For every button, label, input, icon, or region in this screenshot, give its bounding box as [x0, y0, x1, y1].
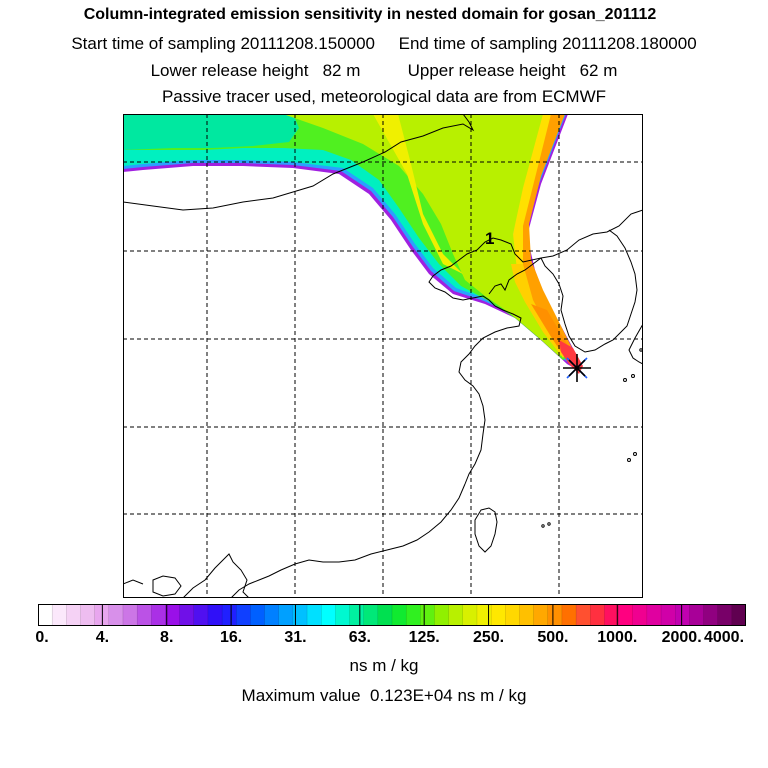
southern-land-edge — [182, 553, 250, 598]
south-china-coast — [230, 483, 466, 598]
colorbar-tick-label: 2000. — [661, 629, 702, 646]
colorbar-tick-label: 31. — [284, 629, 307, 646]
maximum-value-line: Maximum value 0.123E+04 ns m / kg — [241, 686, 527, 705]
colorbar-cell — [675, 604, 690, 626]
colorbar-cell — [335, 604, 351, 626]
plot-title: Column-integrated emission sensitivity i… — [83, 6, 657, 23]
tracer-info-line: Passive tracer used, meteorological data… — [161, 87, 607, 106]
colorbar-cell — [476, 604, 492, 626]
colorbar-cell — [632, 604, 648, 626]
sampling-time-line: Start time of sampling 20111208.150000 E… — [71, 34, 697, 53]
colorbar-major-dividers — [101, 604, 683, 626]
colorbar-cell — [278, 604, 294, 626]
colorbar-cell — [122, 604, 138, 626]
coastlines — [123, 114, 643, 598]
colorbar-cell — [490, 604, 506, 626]
colorbar-cell — [179, 604, 195, 626]
colorbar-cell — [505, 604, 521, 626]
colorbar-cell — [236, 604, 252, 626]
colorbar-tick-label: 1000. — [597, 629, 638, 646]
plume-teal-area — [123, 114, 299, 150]
colorbar-cell — [391, 604, 407, 626]
sensitivity-map: 1 — [123, 114, 643, 598]
colorbar-tick-label: 0. — [35, 629, 49, 646]
receptor-marker — [563, 354, 591, 382]
colorbar-cell — [363, 604, 379, 626]
colorbar-units: ns m / kg — [349, 656, 419, 675]
colorbar-cell — [618, 604, 634, 626]
colorbar-cell — [264, 604, 280, 626]
taiwan-island — [474, 507, 498, 553]
colorbar-cell — [80, 604, 96, 626]
colorbar-cell — [519, 604, 535, 626]
colorbar-tick-label: 8. — [160, 629, 174, 646]
colorbar-tick-label: 4. — [95, 629, 110, 646]
colorbar-tick-label: 4000. — [703, 629, 745, 646]
colorbar-cell — [193, 604, 209, 626]
korean-peninsula-coast — [540, 229, 638, 353]
colorbar-cell — [575, 604, 591, 626]
colorbar-cell — [717, 604, 733, 626]
colorbar-cell — [405, 604, 421, 626]
colorbar-cell — [207, 604, 223, 626]
map-frame — [123, 114, 643, 598]
plume-yellowgreen-core — [283, 114, 567, 356]
china-korea-border — [540, 209, 643, 259]
colorbar-cell — [646, 604, 662, 626]
grid-lines — [123, 114, 643, 598]
colorbar-cell — [136, 604, 152, 626]
colorbar — [38, 604, 746, 626]
plume-yellow-band — [373, 114, 463, 274]
plume-orange-core — [523, 114, 575, 360]
colorbar-cell — [420, 604, 436, 626]
colorbar-cell — [547, 604, 563, 626]
colorbar-cell — [108, 604, 124, 626]
trajectory-point-label: 1 — [485, 229, 494, 248]
colorbar-cells — [38, 604, 746, 626]
island-1 — [623, 378, 627, 382]
shandong-coast — [458, 305, 522, 485]
colorbar-cell — [448, 604, 464, 626]
hainan-coast — [152, 575, 182, 597]
colorbar-cell — [731, 604, 746, 626]
colorbar-cell — [349, 604, 365, 626]
colorbar-cell — [660, 604, 676, 626]
colorbar-cell — [590, 604, 605, 626]
colorbar-tick-label: 250. — [472, 629, 505, 646]
colorbar-cell — [51, 604, 67, 626]
colorbar-tick-label: 16. — [219, 629, 243, 646]
liaodong-coast — [488, 257, 542, 295]
colorbar-cell — [321, 604, 336, 626]
vietnam-coast — [123, 579, 144, 585]
northern-border — [123, 114, 475, 211]
colorbar-frame — [38, 604, 746, 626]
colorbar-cell — [221, 604, 237, 626]
island-2 — [631, 374, 635, 378]
island-3 — [627, 458, 631, 462]
colorbar-cell — [462, 604, 478, 626]
colorbar-cell — [151, 604, 167, 626]
colorbar-cell — [703, 604, 719, 626]
colorbar-cell — [689, 604, 705, 626]
colorbar-cell — [66, 604, 82, 626]
japan-coast — [628, 323, 643, 365]
colorbar-tick-label: 63. — [348, 629, 371, 646]
island-4 — [633, 452, 637, 456]
colorbar-cell — [165, 604, 181, 626]
colorbar-cell — [377, 604, 393, 626]
bohai-coast — [428, 237, 542, 307]
colorbar-cell — [434, 604, 450, 626]
island-6 — [547, 522, 551, 526]
colorbar-cell — [250, 604, 266, 626]
colorbar-cell — [533, 604, 549, 626]
colorbar-cell — [38, 604, 53, 626]
colorbar-cell — [561, 604, 577, 626]
colorbar-tick-label: 500. — [537, 629, 569, 646]
island-5 — [541, 524, 545, 528]
colorbar-tick-label: 125. — [408, 629, 440, 646]
release-height-line: Lower release height 82 m Upper release … — [150, 61, 618, 80]
colorbar-cell — [306, 604, 322, 626]
